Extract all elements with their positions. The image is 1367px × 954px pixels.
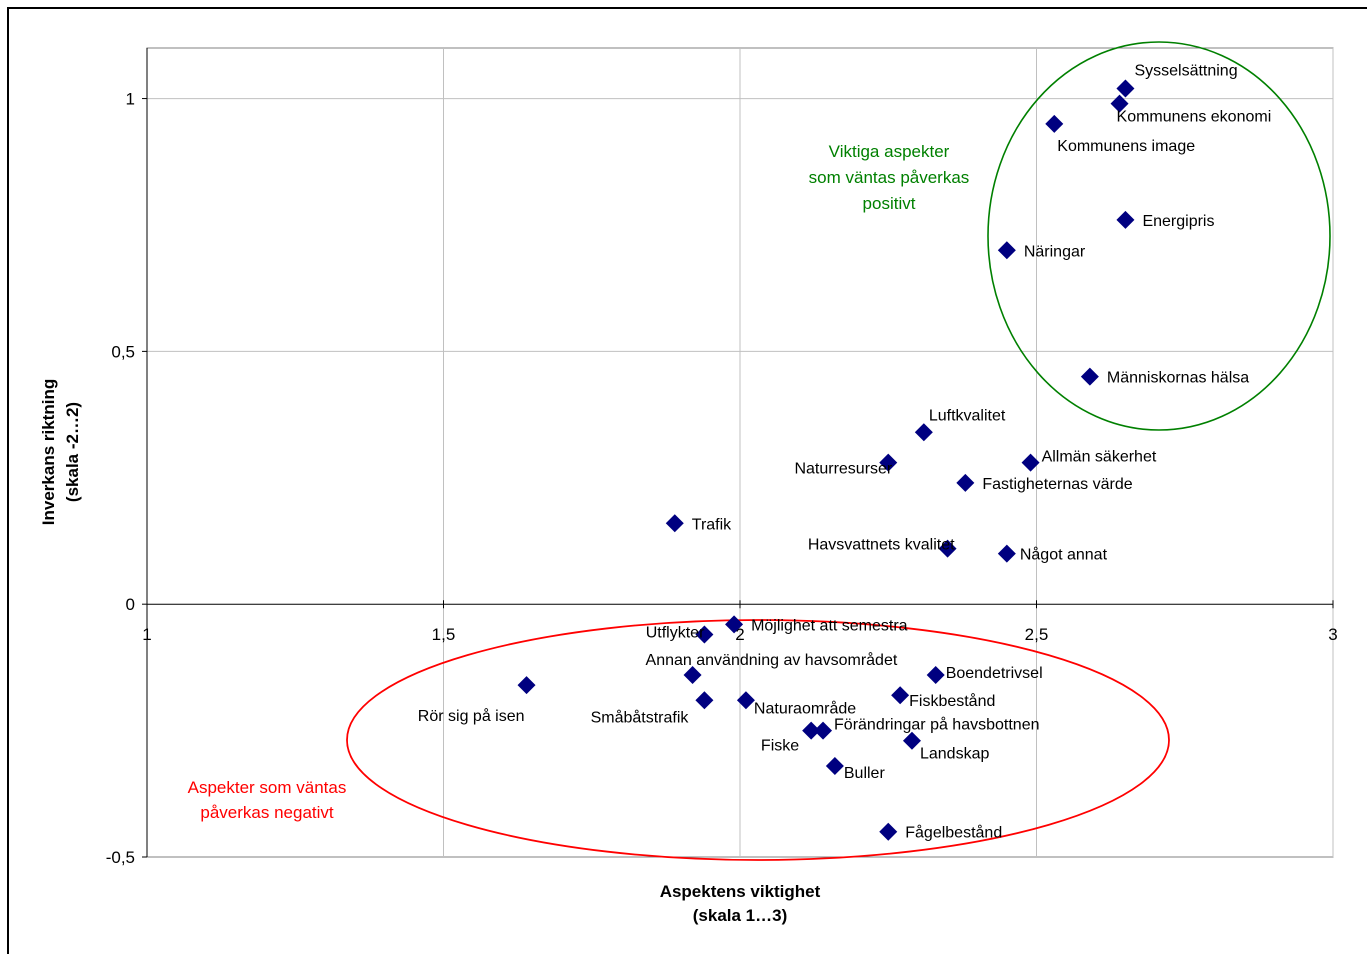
data-point [695, 691, 714, 710]
data-point [1080, 367, 1099, 386]
point-label: Kommunens ekonomi [1117, 109, 1272, 126]
point-label: Allmän säkerhet [1042, 449, 1157, 466]
data-point [879, 453, 898, 472]
point-label: Rör sig på isen [418, 707, 525, 725]
point-label: Fastigheternas värde [982, 476, 1132, 493]
data-points [517, 79, 1135, 841]
point-label: Människornas hälsa [1107, 370, 1249, 387]
data-point [1116, 210, 1135, 229]
point-label: Naturaområde [754, 699, 856, 717]
data-point [1021, 453, 1040, 472]
point-label: Landskap [920, 746, 989, 763]
point-label: Fiske [761, 738, 799, 755]
data-point [736, 691, 755, 710]
x-tick-label: 3 [1328, 625, 1337, 644]
x-axis-title: Aspektens viktighet (skala 1…3) [660, 882, 821, 925]
point-label: Boendetrivsel [946, 665, 1043, 682]
point-label: Näringar [1024, 243, 1086, 260]
point-label: Utflykter [646, 625, 705, 642]
point-label: Buller [844, 765, 886, 782]
point-label: Luftkvalitet [929, 407, 1006, 424]
data-point [997, 241, 1016, 260]
y-tick-label: 1 [126, 90, 135, 109]
point-label: Förändringar på havsbottnen [834, 716, 1039, 734]
axis-titles: Aspektens viktighet (skala 1…3) Inverkans … [39, 379, 821, 925]
y-tick-label: 0,5 [111, 342, 135, 361]
data-point [914, 423, 933, 442]
point-label: Trafik [692, 516, 732, 533]
y-tick-label: -0,5 [106, 848, 135, 867]
y-tick-label: 0 [126, 595, 135, 614]
data-point [891, 686, 910, 705]
point-label: Annan användning av havsområdet [646, 651, 898, 669]
x-tick-label: 2,5 [1025, 625, 1049, 644]
data-point [1116, 79, 1135, 98]
negative-group-ellipse [346, 619, 1170, 861]
group-ellipses [346, 41, 1331, 861]
negative-annotation: Aspekter som väntas påverkas negativt [188, 778, 347, 822]
data-point [665, 514, 684, 533]
point-label: Energipris [1142, 213, 1214, 230]
data-point [902, 731, 921, 750]
data-point [997, 544, 1016, 563]
point-label: Havsvattnets kvalitet [808, 537, 955, 554]
point-label: Fågelbestånd [905, 824, 1002, 842]
point-label: Naturresurser [794, 461, 892, 478]
data-point [956, 473, 975, 492]
data-point [802, 721, 821, 740]
data-point [1045, 114, 1064, 133]
data-point [1110, 94, 1129, 113]
data-point [825, 756, 844, 775]
data-point [814, 721, 833, 740]
positive-group-ellipse [987, 41, 1331, 431]
gridlines [147, 48, 1334, 857]
point-label: Sysselsättning [1134, 62, 1237, 79]
data-point [879, 822, 898, 841]
point-label: Fiskbestånd [909, 692, 995, 710]
data-point [683, 665, 702, 684]
data-point [926, 665, 945, 684]
annotations: Viktiga aspekter som väntas påverkas posit… [188, 142, 970, 822]
point-label: Småbåtstrafik [591, 708, 690, 726]
data-point [938, 539, 957, 558]
point-label: Kommunens image [1057, 138, 1195, 155]
point-label: Något annat [1020, 546, 1108, 564]
positive-annotation: Viktiga aspekter som väntas påverkas posit… [809, 142, 970, 213]
point-label: Möjlighet att semestra [751, 617, 908, 634]
data-point [517, 676, 536, 695]
data-point [695, 625, 714, 644]
x-tick-label: 2 [735, 625, 744, 644]
axes: 1 1,5 2 2,5 3-0,500,51 [106, 48, 1338, 867]
y-axis-title: Inverkans riktning (skala -2…2) [39, 379, 82, 525]
data-point [725, 615, 744, 634]
point-labels: Sysselsättning Kommunens ekonomi Kommunens… [418, 62, 1271, 841]
x-tick-label: 1,5 [432, 625, 456, 644]
